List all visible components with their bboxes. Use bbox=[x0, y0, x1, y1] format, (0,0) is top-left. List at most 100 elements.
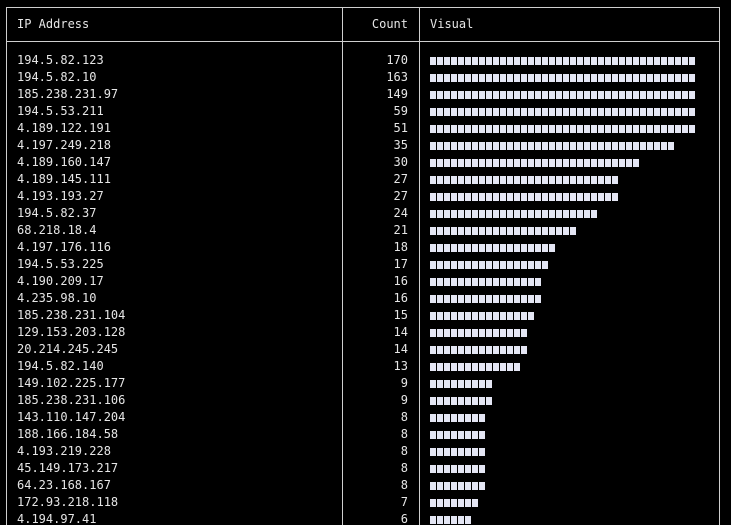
bar-block bbox=[661, 124, 667, 133]
bar-block bbox=[493, 124, 499, 133]
bar-block bbox=[493, 362, 499, 371]
visual-bar bbox=[430, 494, 479, 511]
bar-block bbox=[493, 209, 499, 218]
ip-address-cell: 188.166.184.58 bbox=[17, 427, 119, 441]
bar-block bbox=[619, 56, 625, 65]
bar-block bbox=[437, 498, 443, 507]
ip-address-cell: 4.189.122.191 bbox=[17, 121, 111, 135]
count-cell: 8 bbox=[400, 427, 408, 441]
bar-block bbox=[479, 260, 485, 269]
bar-block bbox=[444, 379, 450, 388]
bar-block bbox=[598, 73, 604, 82]
bar-block bbox=[451, 345, 457, 354]
bar-block bbox=[591, 141, 597, 150]
table-row: 185.238.231.106 9 bbox=[7, 392, 719, 409]
bar-block bbox=[675, 56, 681, 65]
bar-block bbox=[479, 294, 485, 303]
bar-block bbox=[570, 158, 576, 167]
bar-block bbox=[458, 158, 464, 167]
bar-block bbox=[437, 124, 443, 133]
bar-block bbox=[451, 226, 457, 235]
bar-block bbox=[465, 413, 471, 422]
bar-block bbox=[479, 209, 485, 218]
count-cell: 13 bbox=[393, 359, 408, 373]
bar-block bbox=[626, 73, 632, 82]
bar-block bbox=[535, 158, 541, 167]
bar-block bbox=[479, 107, 485, 116]
count-cell: 16 bbox=[393, 274, 408, 288]
bar-block bbox=[465, 311, 471, 320]
bar-block bbox=[486, 396, 492, 405]
bar-block bbox=[542, 209, 548, 218]
bar-block bbox=[619, 107, 625, 116]
bar-block bbox=[500, 141, 506, 150]
bar-block bbox=[640, 56, 646, 65]
table-row: 4.189.160.147 30 bbox=[7, 154, 719, 171]
count-cell: 9 bbox=[400, 393, 408, 407]
bar-block bbox=[458, 413, 464, 422]
bar-block bbox=[542, 90, 548, 99]
bar-block bbox=[430, 277, 436, 286]
bar-block bbox=[444, 413, 450, 422]
bar-block bbox=[444, 124, 450, 133]
bar-block bbox=[689, 56, 695, 65]
bar-block bbox=[556, 192, 562, 201]
bar-block bbox=[563, 175, 569, 184]
bar-block bbox=[444, 90, 450, 99]
bar-block bbox=[514, 345, 520, 354]
bar-block bbox=[542, 226, 548, 235]
bar-block bbox=[521, 311, 527, 320]
bar-block bbox=[500, 243, 506, 252]
bar-block bbox=[507, 243, 513, 252]
bar-block bbox=[437, 481, 443, 490]
bar-block bbox=[493, 328, 499, 337]
bar-block bbox=[598, 56, 604, 65]
bar-block bbox=[549, 209, 555, 218]
bar-block bbox=[479, 345, 485, 354]
bar-block bbox=[430, 141, 436, 150]
bar-block bbox=[570, 141, 576, 150]
table-row: 172.93.218.118 7 bbox=[7, 494, 719, 511]
bar-block bbox=[437, 141, 443, 150]
bar-block bbox=[451, 481, 457, 490]
bar-block bbox=[563, 90, 569, 99]
bar-block bbox=[472, 226, 478, 235]
bar-block bbox=[668, 107, 674, 116]
visual-bar bbox=[430, 188, 619, 205]
bar-block bbox=[577, 175, 583, 184]
bar-block bbox=[598, 124, 604, 133]
bar-block bbox=[591, 73, 597, 82]
bar-block bbox=[437, 311, 443, 320]
bar-block bbox=[528, 124, 534, 133]
bar-block bbox=[689, 124, 695, 133]
bar-block bbox=[584, 124, 590, 133]
bar-block bbox=[444, 515, 450, 524]
bar-block bbox=[451, 413, 457, 422]
ip-address-cell: 172.93.218.118 bbox=[17, 495, 119, 509]
bar-block bbox=[556, 56, 562, 65]
bar-block bbox=[472, 277, 478, 286]
bar-block bbox=[640, 124, 646, 133]
bar-block bbox=[451, 464, 457, 473]
bar-block bbox=[514, 56, 520, 65]
bar-block bbox=[570, 226, 576, 235]
bar-block bbox=[605, 192, 611, 201]
bar-block bbox=[479, 430, 485, 439]
count-cell: 35 bbox=[393, 138, 408, 152]
count-cell: 15 bbox=[393, 308, 408, 322]
table-row: 129.153.203.128 14 bbox=[7, 324, 719, 341]
bar-block bbox=[451, 396, 457, 405]
bar-block bbox=[612, 175, 618, 184]
bar-block bbox=[486, 90, 492, 99]
bar-block bbox=[570, 107, 576, 116]
bar-block bbox=[444, 192, 450, 201]
bar-block bbox=[521, 192, 527, 201]
bar-block bbox=[661, 73, 667, 82]
bar-block bbox=[465, 430, 471, 439]
bar-block bbox=[514, 277, 520, 286]
bar-block bbox=[514, 158, 520, 167]
visual-bar bbox=[430, 137, 675, 154]
visual-bar bbox=[430, 392, 493, 409]
bar-block bbox=[479, 362, 485, 371]
bar-block bbox=[479, 158, 485, 167]
